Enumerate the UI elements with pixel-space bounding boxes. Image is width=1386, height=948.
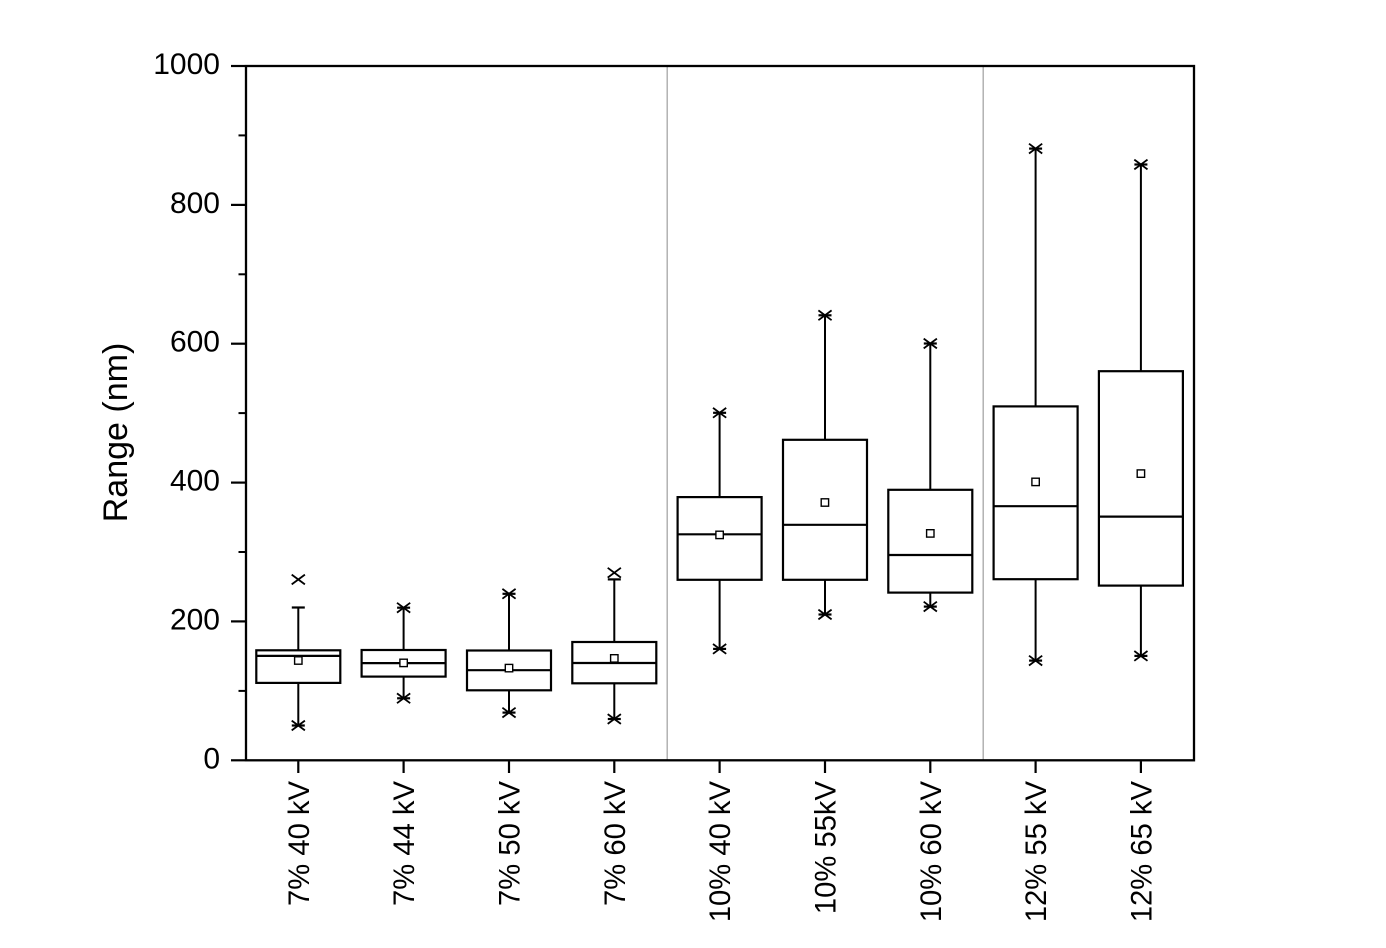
svg-text:10% 40 kV: 10% 40 kV (705, 780, 737, 922)
svg-text:400: 400 (170, 465, 220, 498)
svg-text:10% 55kV: 10% 55kV (811, 780, 843, 914)
svg-text:200: 200 (170, 603, 220, 636)
svg-text:600: 600 (170, 326, 220, 359)
svg-text:7% 60 kV: 7% 60 kV (600, 780, 632, 905)
svg-text:7% 50 kV: 7% 50 kV (495, 780, 527, 905)
svg-text:1000: 1000 (153, 48, 220, 81)
svg-text:7% 44 kV: 7% 44 kV (389, 780, 421, 905)
svg-text:800: 800 (170, 187, 220, 220)
svg-text:10% 60 kV: 10% 60 kV (916, 780, 948, 922)
svg-text:7% 40 kV: 7% 40 kV (284, 780, 316, 905)
svg-text:Range (nm): Range (nm) (97, 343, 135, 523)
svg-text:12% 55 kV: 12% 55 kV (1021, 780, 1053, 922)
svg-text:0: 0 (203, 742, 220, 775)
svg-text:12% 65 kV: 12% 65 kV (1126, 780, 1158, 922)
